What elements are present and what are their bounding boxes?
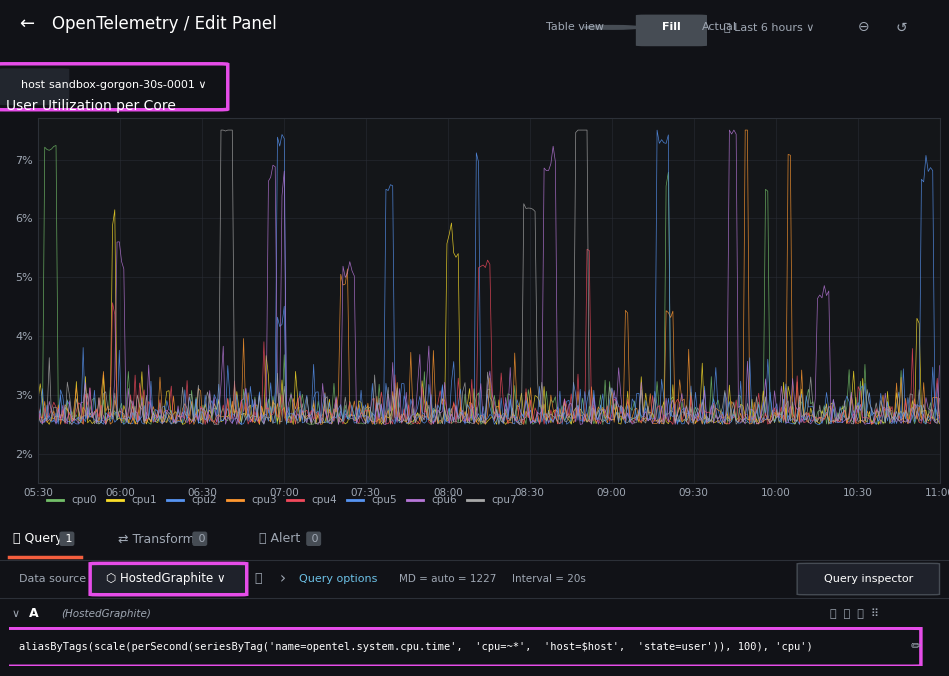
Text: Table view: Table view — [546, 22, 604, 32]
Text: ›: › — [280, 571, 286, 586]
Text: ⇄ Transform: ⇄ Transform — [119, 532, 195, 546]
Text: Query inspector: Query inspector — [824, 574, 913, 583]
Text: Fill: Fill — [661, 22, 680, 32]
Text: ←: ← — [19, 16, 34, 33]
Text: ∨: ∨ — [11, 608, 20, 619]
Text: 🗄 Query: 🗄 Query — [13, 532, 63, 546]
Text: MD = auto = 1227: MD = auto = 1227 — [399, 574, 496, 583]
Text: ⬡ HostedGraphite ∨: ⬡ HostedGraphite ∨ — [106, 572, 226, 585]
Text: (HostedGraphite): (HostedGraphite) — [62, 608, 152, 619]
Text: ⊖: ⊖ — [858, 20, 869, 34]
Text: Actual: Actual — [702, 22, 736, 32]
Text: ✏: ✏ — [911, 641, 921, 654]
FancyBboxPatch shape — [797, 563, 940, 595]
FancyBboxPatch shape — [0, 628, 921, 667]
Text: 1: 1 — [62, 534, 72, 544]
Text: aliasByTags(scale(perSecond(seriesByTag('name=opentel.system.cpu.time',  'cpu=~*: aliasByTags(scale(perSecond(seriesByTag(… — [19, 642, 812, 652]
FancyBboxPatch shape — [0, 68, 69, 105]
Text: sandbox-gorgon-30s-0001 ∨: sandbox-gorgon-30s-0001 ∨ — [49, 80, 207, 90]
Text: 🔔 Alert: 🔔 Alert — [259, 532, 301, 546]
Text: OpenTelemetry / Edit Panel: OpenTelemetry / Edit Panel — [52, 16, 277, 33]
Text: User Utilization per Core: User Utilization per Core — [7, 99, 177, 113]
Text: host: host — [21, 80, 46, 90]
Text: A: A — [28, 607, 38, 620]
Text: ⏱ Last 6 hours ∨: ⏱ Last 6 hours ∨ — [723, 22, 814, 32]
Text: ⎘  👁  🗑  ⠿: ⎘ 👁 🗑 ⠿ — [830, 608, 880, 619]
Text: ↺: ↺ — [896, 20, 907, 34]
Text: 0: 0 — [308, 534, 319, 544]
Text: Interval = 20s: Interval = 20s — [512, 574, 586, 583]
Legend: cpu0, cpu1, cpu2, cpu3, cpu4, cpu5, cpu6, cpu7: cpu0, cpu1, cpu2, cpu3, cpu4, cpu5, cpu6… — [43, 491, 521, 510]
Text: ⓘ: ⓘ — [254, 572, 262, 585]
Text: 0: 0 — [195, 534, 205, 544]
Text: Query options: Query options — [299, 574, 378, 583]
FancyBboxPatch shape — [636, 15, 707, 46]
FancyBboxPatch shape — [0, 64, 228, 110]
Circle shape — [584, 26, 641, 29]
FancyBboxPatch shape — [90, 563, 247, 595]
Text: Data source: Data source — [19, 574, 86, 583]
